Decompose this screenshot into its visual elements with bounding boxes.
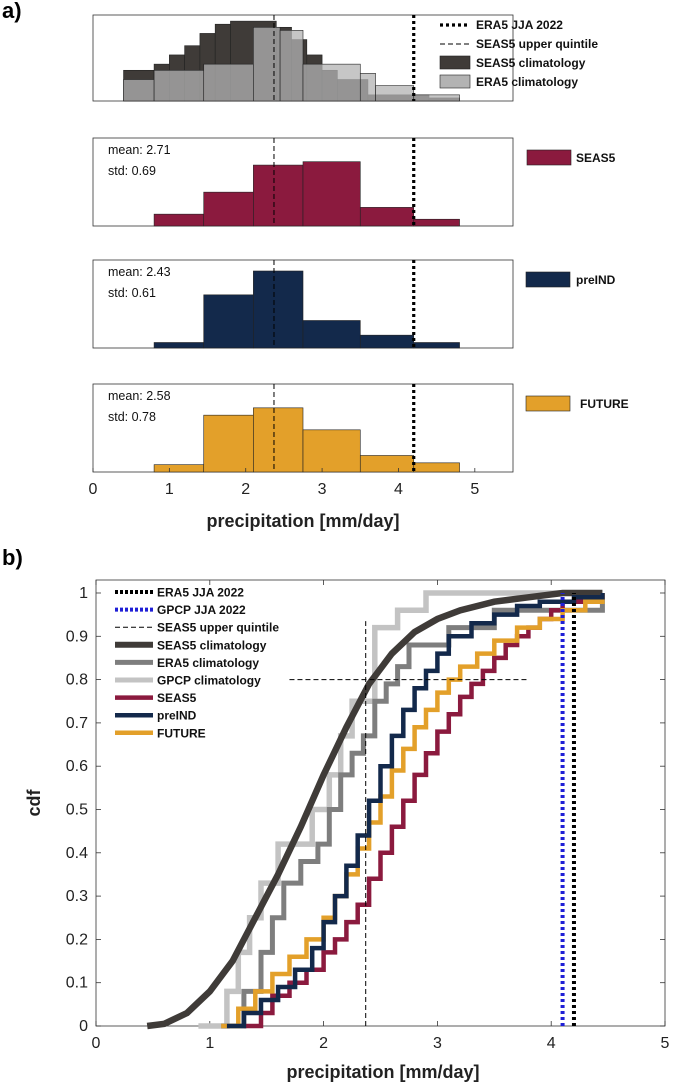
x-tick-label-b-5: 5 <box>661 1035 670 1052</box>
legend-swatch-seas5-climatology <box>439 55 471 70</box>
y-tick-label-b-5: 0.5 <box>66 801 88 818</box>
y-tick-label-b-6: 0.6 <box>66 758 88 775</box>
panel-a-seas5: mean: 2.71 std: 0.69 SEAS5 <box>92 137 616 227</box>
cdf-legend-label-seas5: SEAS5 <box>157 691 197 705</box>
legend-label-era5-jja-2022: ERA5 JJA 2022 <box>476 18 563 32</box>
x-tick-label-b-4: 4 <box>547 1035 556 1052</box>
y-tick-label-b-3: 0.3 <box>66 888 88 905</box>
stat-std-a-preind: std: 0.61 <box>108 286 156 300</box>
panel-a-label: a) <box>2 0 22 23</box>
panel-a-future: mean: 2.58 std: 0.78 FUTURE 0 1 2 3 4 5 precipita… <box>89 383 629 531</box>
bar-seas5-5 <box>413 218 460 227</box>
x-axis-title-b: precipitation [mm/day] <box>286 1062 479 1082</box>
y-tick-label-b-0: 0 <box>79 1018 88 1035</box>
y-tick-label-b-10: 1 <box>79 585 88 602</box>
bar-seas5-3 <box>302 161 361 227</box>
legend-swatch-era5-climatology <box>439 74 471 89</box>
bar-era5-climatology-7 <box>375 85 415 102</box>
cdf-line-era5-climatology <box>221 593 605 1029</box>
bar-era5-climatology-0 <box>123 79 155 102</box>
cdf-line-gpcp-climatology <box>198 590 603 1029</box>
bar-preind-5 <box>413 342 460 349</box>
cdf-line-seas5-climatology <box>146 589 603 1030</box>
cdf-legend-label-era5-jja-2022: ERA5 JJA 2022 <box>157 586 244 600</box>
cdf-line-future <box>221 593 605 1029</box>
x-axis-title-a: precipitation [mm/day] <box>206 511 399 531</box>
bar-seas5-2 <box>253 164 304 227</box>
cdf-legend-label-gpcp-climatology: GPCP climatology <box>157 674 261 688</box>
bar-preind-0 <box>153 342 205 349</box>
x-tick-label-b-0: 0 <box>92 1035 101 1052</box>
bar-era5-climatology-8 <box>413 94 460 102</box>
panel-b-label: b) <box>2 545 23 570</box>
bar-era5-climatology-1 <box>153 69 205 102</box>
stat-mean-a-preind: mean: 2.43 <box>108 265 171 279</box>
x-tick-label-a-future-3: 3 <box>318 481 327 498</box>
bar-future-1 <box>203 414 254 473</box>
x-tick-label-a-future-0: 0 <box>89 481 98 498</box>
x-tick-label-a-future-2: 2 <box>241 481 250 498</box>
legend-swatch-future <box>525 395 571 412</box>
legend-label-future: FUTURE <box>580 397 629 411</box>
panel-b-cdf: 0 1 2 3 4 5 0 0.1 0.2 0.3 0.4 0.5 0.6 0.7 0.8 0.9 1 preci… <box>24 579 670 1082</box>
chart-root: ERA5 JJA 2022 SEAS5 upper quintile SEAS5 c… <box>24 14 670 1082</box>
bar-preind-1 <box>203 294 254 349</box>
y-tick-label-b-2: 0.2 <box>66 931 88 948</box>
cdf-legend-label-seas5-upper-quintile: SEAS5 upper quintile <box>157 621 279 635</box>
bar-preind-2 <box>253 270 304 349</box>
legend-label-preind: preIND <box>576 273 616 287</box>
bar-era5-climatology-4 <box>279 30 304 102</box>
stat-mean-a-future: mean: 2.58 <box>108 389 171 403</box>
y-tick-label-b-4: 0.4 <box>66 845 88 862</box>
bar-preind-3 <box>302 320 361 349</box>
cdf-legend-label-seas5-climatology: SEAS5 climatology <box>157 638 267 652</box>
bar-preind-4 <box>359 334 415 349</box>
bar-future-4 <box>359 455 415 473</box>
panel-a-preind: mean: 2.43 std: 0.61 preIND <box>92 259 616 349</box>
y-tick-label-b-1: 0.1 <box>66 975 88 992</box>
x-tick-label-a-future-5: 5 <box>470 481 479 498</box>
stat-std-a-future: std: 0.78 <box>108 410 156 424</box>
bar-seas5-1 <box>203 191 254 227</box>
legend-label-seas5-upper-quintile: SEAS5 upper quintile <box>476 37 598 51</box>
bar-era5-climatology-5 <box>302 63 361 102</box>
bar-future-2 <box>253 407 304 473</box>
legend-swatch-preind <box>525 271 571 288</box>
cdf-legend-label-era5-climatology: ERA5 climatology <box>157 656 259 670</box>
stat-std-a-seas5: std: 0.69 <box>108 164 156 178</box>
y-axis-title-b: cdf <box>24 788 44 816</box>
y-tick-label-b-7: 0.7 <box>66 715 88 732</box>
x-tick-label-a-future-1: 1 <box>165 481 174 498</box>
x-tick-label-b-1: 1 <box>205 1035 214 1052</box>
cdf-legend-label-future: FUTURE <box>157 726 206 740</box>
bar-era5-climatology-3 <box>253 26 281 102</box>
bar-seas5-4 <box>359 207 415 227</box>
panel-a-top: ERA5 JJA 2022 SEAS5 upper quintile SEAS5 c… <box>92 14 598 102</box>
cdf-legend-label-gpcp-jja-2022: GPCP JJA 2022 <box>157 603 246 617</box>
legend-label-era5-climatology: ERA5 climatology <box>476 75 578 89</box>
x-tick-label-a-future-4: 4 <box>394 481 403 498</box>
cdf-line-preind <box>226 593 605 1029</box>
bar-future-0 <box>153 464 205 473</box>
bar-era5-climatology-2 <box>203 63 254 102</box>
bar-future-3 <box>302 429 361 473</box>
bar-era5-climatology-6 <box>359 73 376 102</box>
bar-future-5 <box>413 462 460 473</box>
legend-swatch-seas5 <box>526 149 572 166</box>
x-tick-label-b-3: 3 <box>433 1035 442 1052</box>
legend-label-seas5-climatology: SEAS5 climatology <box>476 56 586 70</box>
stat-mean-a-seas5: mean: 2.71 <box>108 143 171 157</box>
y-tick-label-b-8: 0.8 <box>66 672 88 689</box>
legend-label-seas5: SEAS5 <box>576 151 616 165</box>
cdf-legend-label-preind: preIND <box>157 709 197 723</box>
bar-seas5-0 <box>153 213 205 227</box>
y-tick-label-b-9: 0.9 <box>66 628 88 645</box>
x-tick-label-b-2: 2 <box>319 1035 328 1052</box>
